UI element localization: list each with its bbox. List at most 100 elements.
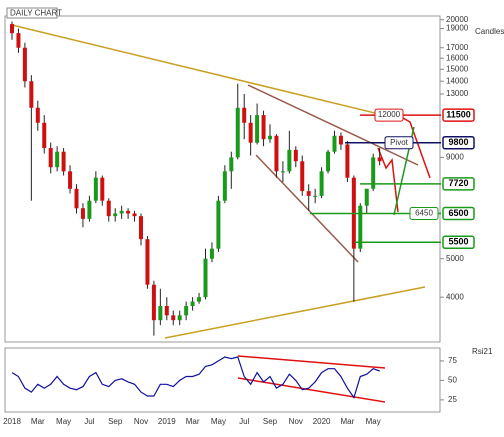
level-label: 5500 bbox=[448, 237, 468, 247]
candle-body bbox=[35, 107, 40, 123]
level-box bbox=[442, 235, 475, 250]
rsi-line bbox=[11, 356, 380, 399]
trendline bbox=[247, 84, 419, 166]
y-tick-label: 16000 bbox=[446, 53, 469, 62]
candle-body bbox=[255, 115, 260, 143]
y-tick-label: 5000 bbox=[446, 254, 464, 263]
arrow bbox=[377, 147, 399, 213]
candle-body bbox=[68, 171, 73, 189]
note-label: Pivot bbox=[390, 138, 409, 147]
candle-body bbox=[113, 213, 118, 217]
candle-body bbox=[216, 200, 221, 249]
candle-body bbox=[87, 200, 92, 219]
level-box bbox=[442, 177, 475, 191]
candle-body bbox=[190, 301, 195, 307]
x-tick-label: 2018 bbox=[3, 417, 21, 426]
price-panel bbox=[4, 15, 441, 343]
candle-body bbox=[119, 210, 124, 214]
candle-body bbox=[177, 315, 182, 321]
x-tick-label: Sep bbox=[263, 417, 278, 426]
x-tick-label: May bbox=[211, 417, 226, 426]
candle-body bbox=[164, 306, 169, 316]
y-tick-label: 4000 bbox=[446, 292, 464, 301]
candle-body bbox=[377, 157, 382, 162]
candle-body bbox=[16, 33, 21, 48]
note-box bbox=[374, 108, 404, 122]
x-tick-label: May bbox=[56, 417, 71, 426]
candle-body bbox=[222, 171, 227, 201]
candle-body bbox=[293, 149, 298, 162]
candle-body bbox=[42, 122, 47, 149]
candle-body bbox=[126, 210, 131, 214]
x-tick-label: Mar bbox=[341, 417, 355, 426]
level-box bbox=[442, 135, 475, 150]
candle-body bbox=[93, 177, 98, 201]
trendline bbox=[164, 286, 426, 339]
rsi-label: Rsi21 bbox=[472, 347, 493, 356]
candle-body bbox=[151, 284, 156, 321]
rsi-channel bbox=[237, 355, 386, 369]
level-box bbox=[442, 206, 475, 221]
candle-body bbox=[100, 177, 105, 201]
candle-body bbox=[229, 157, 234, 172]
y-tick-label: 13000 bbox=[446, 89, 469, 98]
x-tick-label: Nov bbox=[289, 417, 303, 426]
trendline bbox=[11, 24, 384, 116]
candle-body bbox=[139, 216, 143, 240]
rsi-tick-label: 25 bbox=[448, 395, 457, 404]
y-tick-label: 19000 bbox=[446, 24, 469, 33]
candle-body bbox=[106, 200, 111, 217]
candle-body bbox=[55, 151, 60, 168]
x-tick-label: Sep bbox=[108, 417, 123, 426]
candle-body bbox=[332, 135, 337, 152]
y-tick-label: 15000 bbox=[446, 64, 469, 73]
candle-body bbox=[364, 188, 369, 206]
x-tick-label: Nov bbox=[134, 417, 148, 426]
candle-body bbox=[248, 122, 253, 143]
x-tick-label: 2019 bbox=[158, 417, 176, 426]
candle-body bbox=[29, 81, 34, 108]
note-box bbox=[384, 136, 414, 150]
rsi-panel bbox=[4, 347, 441, 413]
rsi-tick-label: 50 bbox=[448, 375, 457, 384]
arrow bbox=[402, 117, 431, 179]
candle-body bbox=[197, 297, 202, 302]
candle-body bbox=[171, 315, 176, 321]
candle-body bbox=[268, 135, 272, 140]
candle-body bbox=[235, 107, 240, 158]
x-tick-label: Jul bbox=[84, 417, 94, 426]
candle-body bbox=[300, 161, 305, 192]
x-tick-label: Mar bbox=[186, 417, 200, 426]
chart-title: DAILY CHART bbox=[10, 9, 62, 18]
note-label: 6450 bbox=[415, 209, 433, 218]
level-label: 11500 bbox=[446, 109, 471, 119]
candle-body bbox=[326, 151, 331, 172]
candle-body bbox=[274, 135, 279, 172]
candle-body bbox=[22, 47, 27, 82]
y-tick-label: 14000 bbox=[446, 76, 469, 85]
rsi-tick-label: 75 bbox=[448, 356, 457, 365]
y-tick-label: 9000 bbox=[446, 152, 464, 161]
note-label: 12000 bbox=[378, 110, 401, 119]
x-tick-label: May bbox=[366, 417, 381, 426]
candle-body bbox=[345, 144, 350, 178]
candle-body bbox=[313, 195, 318, 197]
candle-body bbox=[306, 191, 311, 196]
candle-body bbox=[145, 239, 150, 285]
candle-body bbox=[80, 208, 85, 219]
note-box bbox=[409, 206, 439, 220]
x-tick-label: Jul bbox=[239, 417, 249, 426]
candle-body bbox=[287, 149, 292, 172]
x-tick-label: 2020 bbox=[313, 417, 331, 426]
level-label: 7720 bbox=[448, 178, 468, 188]
level-box bbox=[442, 108, 475, 122]
candle-body bbox=[280, 171, 285, 173]
y-tick-label: 20000 bbox=[446, 15, 469, 24]
rsi-channel bbox=[237, 377, 386, 403]
candle-body bbox=[338, 135, 343, 145]
level-label: 9800 bbox=[448, 137, 468, 147]
candle-body bbox=[371, 157, 376, 189]
candle-body bbox=[158, 306, 163, 321]
candle-body bbox=[184, 306, 189, 316]
